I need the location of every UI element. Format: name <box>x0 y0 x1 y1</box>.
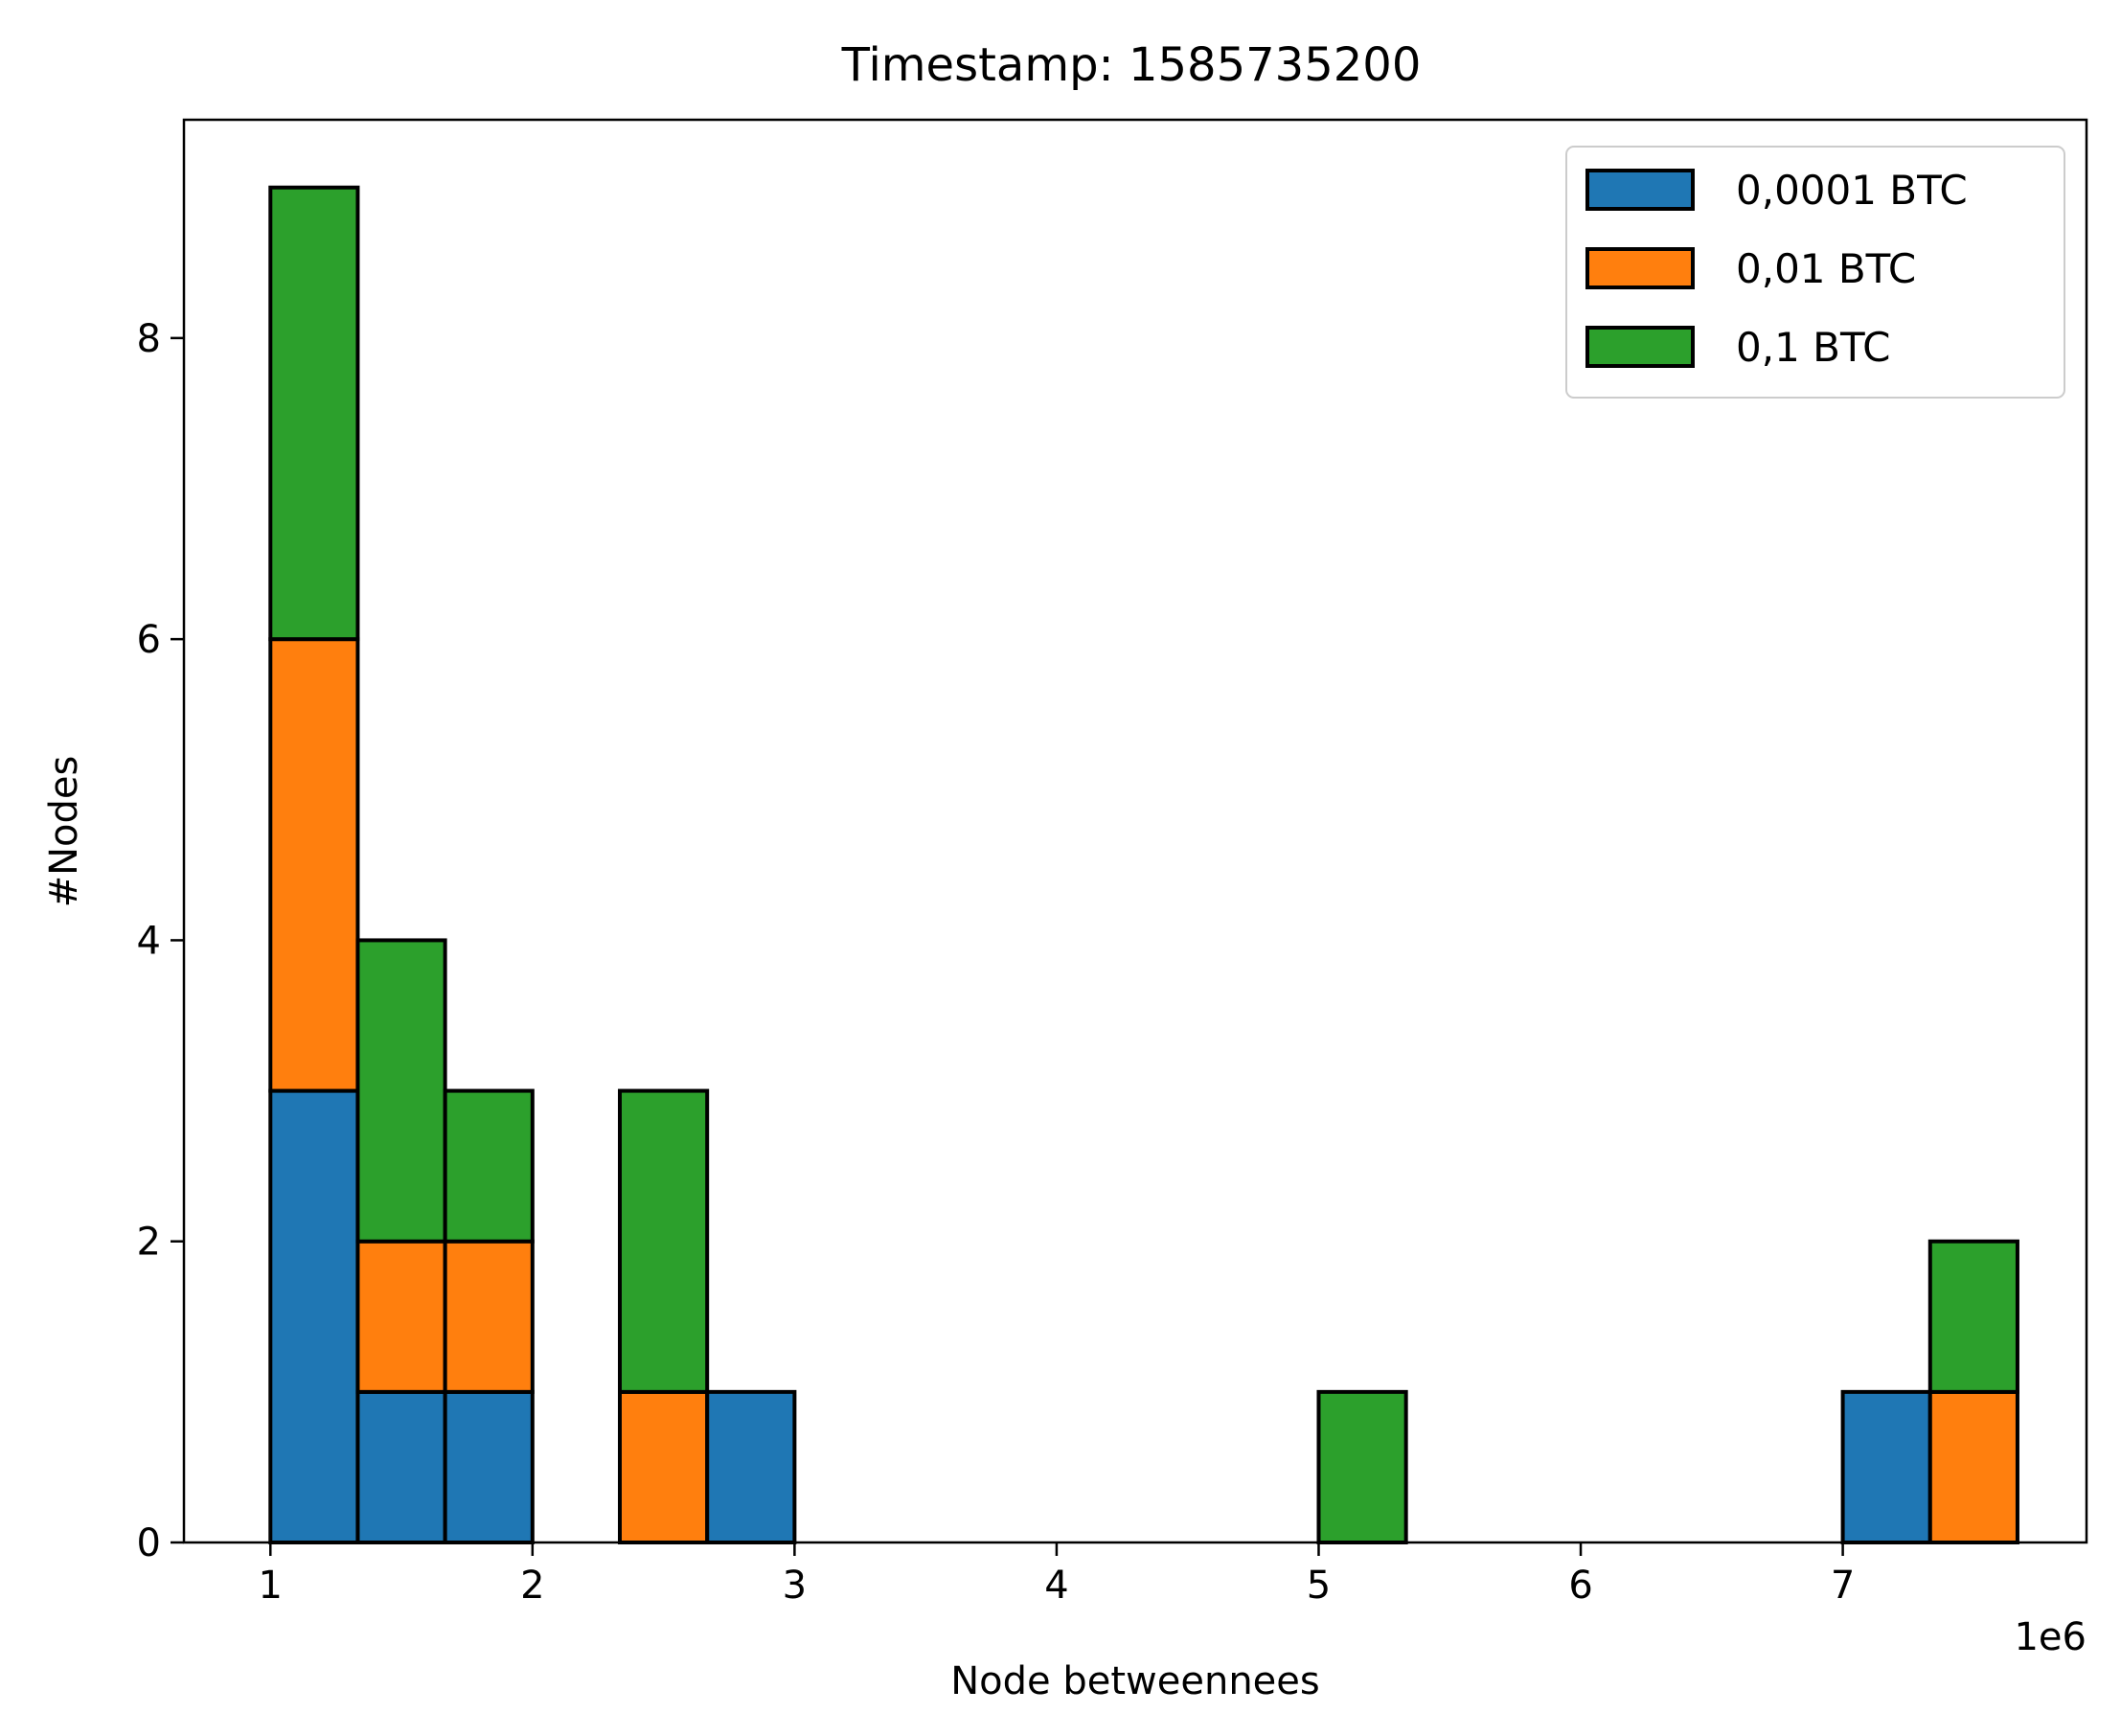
x-tick-label: 7 <box>1831 1564 1855 1608</box>
y-tick-label: 0 <box>137 1521 161 1565</box>
x-tick-label: 3 <box>783 1564 807 1608</box>
x-axis-ticks: 1 2 3 4 5 6 7 <box>259 1542 1855 1608</box>
bar-segment <box>268 185 360 642</box>
bar-segment <box>443 1239 535 1394</box>
plot-frame <box>182 118 2088 1544</box>
y-tick-label: 8 <box>137 317 161 361</box>
x-axis-offset-label: 1e6 <box>2014 1615 2087 1659</box>
y-axis-ticks: 0 2 4 6 8 <box>137 317 184 1565</box>
x-axis-label: Node betweennees <box>950 1659 1320 1703</box>
bar-segment <box>443 1088 535 1244</box>
bar-segment <box>355 1239 447 1394</box>
legend-label: 0,01 BTC <box>1736 245 1916 292</box>
bar-segment <box>1316 1389 1408 1545</box>
x-tick-label: 2 <box>520 1564 544 1608</box>
legend-swatch <box>1585 247 1695 289</box>
bar-segment <box>355 938 447 1244</box>
bar-segment <box>705 1389 797 1545</box>
x-tick-label: 5 <box>1307 1564 1331 1608</box>
legend-label: 0,0001 BTC <box>1736 167 1968 214</box>
legend-label: 0,1 BTC <box>1736 324 1890 371</box>
x-tick-label: 4 <box>1044 1564 1068 1608</box>
legend-swatch <box>1585 169 1695 211</box>
y-tick-label: 4 <box>137 919 161 963</box>
y-axis-label: #Nodes <box>42 756 86 908</box>
bar-segment <box>443 1389 535 1545</box>
x-tick-label: 6 <box>1568 1564 1592 1608</box>
legend: 0,0001 BTC 0,01 BTC 0,1 BTC <box>1565 146 2065 399</box>
legend-swatch <box>1585 326 1695 368</box>
bar-segment <box>618 1389 710 1545</box>
bars-group <box>268 185 2019 1545</box>
y-tick-label: 2 <box>137 1221 161 1265</box>
y-tick-label: 6 <box>137 618 161 662</box>
bar-segment <box>1927 1389 2019 1545</box>
bar-segment <box>1927 1239 2019 1394</box>
bar-segment <box>268 637 360 1093</box>
bar-segment <box>268 1088 360 1544</box>
bar-segment <box>618 1088 710 1394</box>
chart-title: Timestamp: 1585735200 <box>841 38 1422 92</box>
x-tick-label: 1 <box>259 1564 283 1608</box>
bar-segment <box>355 1389 447 1545</box>
bar-segment <box>1840 1389 1932 1545</box>
